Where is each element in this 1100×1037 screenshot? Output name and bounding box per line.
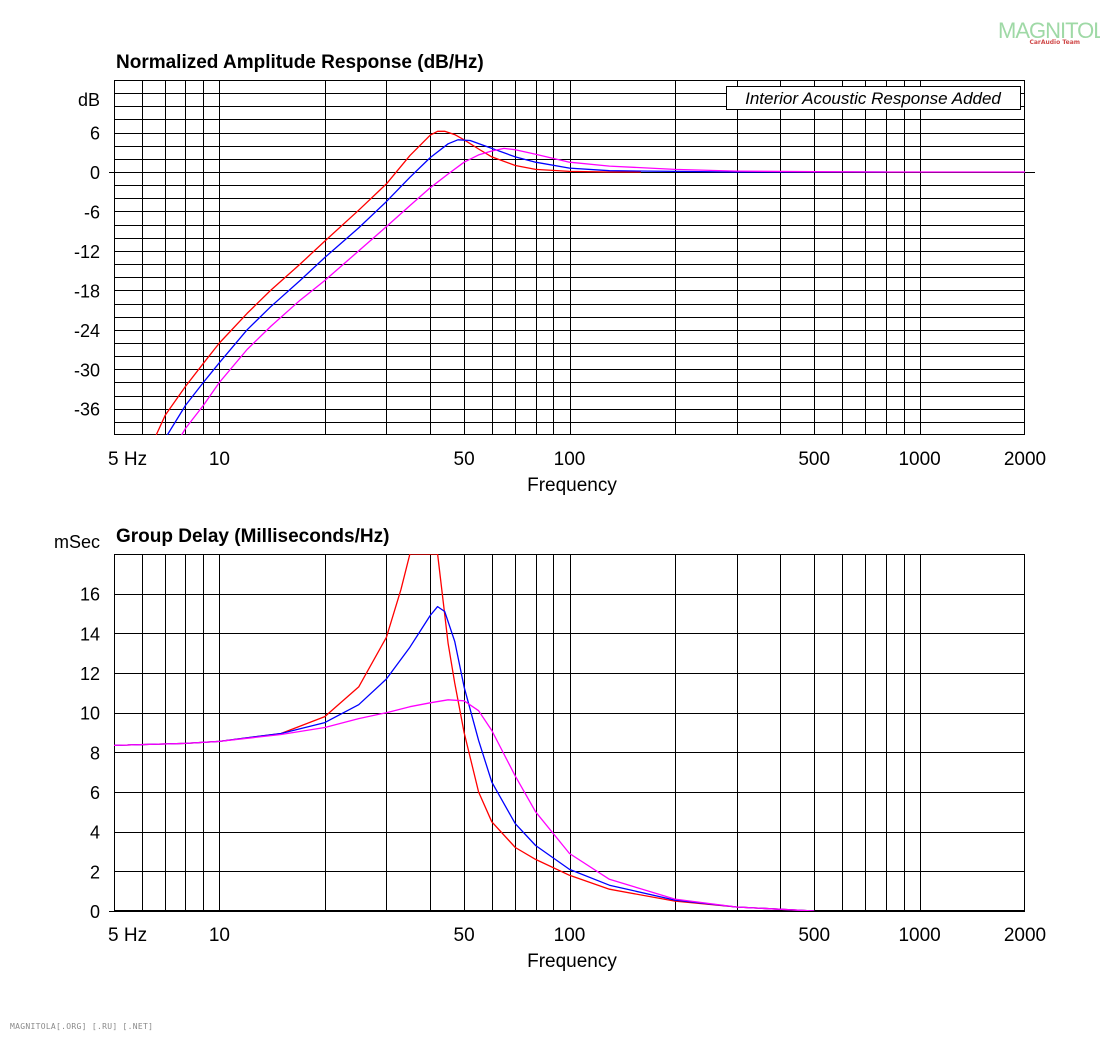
plot-frame <box>114 80 1025 435</box>
series-line-1 <box>155 130 641 435</box>
chart-title: Group Delay (Milliseconds/Hz) <box>116 526 389 547</box>
chart-panel-2: 16 14 12 10 8 6 4 2 0 mSec 5 Hz 10 50 100 500 1000 2000 F… <box>54 526 1046 972</box>
x-tick-label: 50 <box>454 449 475 470</box>
y-tick-label: -6 <box>84 202 100 222</box>
series-line-1 <box>114 554 815 911</box>
x-tick-label: 5 Hz <box>108 925 147 946</box>
y-tick-label: 16 <box>80 585 100 605</box>
x-tick-label: 2000 <box>1004 925 1046 946</box>
x-tick-label: 1000 <box>898 925 940 946</box>
x-tick-label: 1000 <box>898 449 940 470</box>
magnitola-logo: MAGNITOLA CarAudio Team <box>998 18 1100 48</box>
footer-text: MAGNITOLA[.ORG] [.RU] [.NET] <box>10 1022 154 1031</box>
y-tick-label: -30 <box>74 360 100 380</box>
x-tick-label: 500 <box>798 449 830 470</box>
y-tick-label: 4 <box>90 823 100 843</box>
logo-subtext: CarAudio Team <box>1029 39 1080 46</box>
y-tick-label: -24 <box>74 321 100 341</box>
y-axis-label: dB <box>78 90 100 110</box>
y-tick-label: 2 <box>90 862 100 882</box>
y-tick-label: 6 <box>90 783 100 803</box>
series-group <box>114 554 815 911</box>
y-tick-label: 14 <box>80 624 100 644</box>
x-tick-label: 100 <box>554 449 586 470</box>
logo-text: MAGNITOLA <box>998 18 1100 43</box>
grid-lines <box>114 554 1025 911</box>
x-tick-label: 500 <box>798 925 830 946</box>
y-tick-label: 10 <box>80 704 100 724</box>
y-axis-label: mSec <box>54 532 100 552</box>
x-tick-label: 5 Hz <box>108 449 147 470</box>
x-tick-label: 50 <box>454 925 475 946</box>
x-axis-label: Frequency <box>527 475 617 496</box>
y-tick-label: 0 <box>90 163 100 183</box>
y-tick-label: 6 <box>90 124 100 144</box>
series-group <box>155 130 1025 435</box>
y-tick-label: 0 <box>90 902 100 922</box>
x-tick-label: 10 <box>209 449 230 470</box>
chart-title: Normalized Amplitude Response (dB/Hz) <box>116 52 484 73</box>
series-line-3 <box>181 147 1025 435</box>
grid-lines <box>114 80 1025 435</box>
annotation-text: Interior Acoustic Response Added <box>745 89 1001 108</box>
y-tick-label: 12 <box>80 664 100 684</box>
y-tick-label: -18 <box>74 281 100 301</box>
x-axis-label: Frequency <box>527 951 617 972</box>
y-tick-label: 8 <box>90 743 100 763</box>
series-line-2 <box>166 139 886 435</box>
chart-panel-1: 6 0 -6 -12 -18 -24 -30 -36 dB 5 Hz 10 50 100 500 1000 2… <box>74 52 1046 496</box>
series-line-2 <box>114 605 815 911</box>
x-tick-label: 2000 <box>1004 449 1046 470</box>
x-tick-label: 10 <box>209 925 230 946</box>
series-line-3 <box>114 699 815 911</box>
y-tick-label: -36 <box>74 400 100 420</box>
plot-frame <box>114 554 1025 911</box>
y-tick-label: -12 <box>74 242 100 262</box>
annotation-box <box>726 86 1021 110</box>
x-tick-label: 100 <box>554 925 586 946</box>
